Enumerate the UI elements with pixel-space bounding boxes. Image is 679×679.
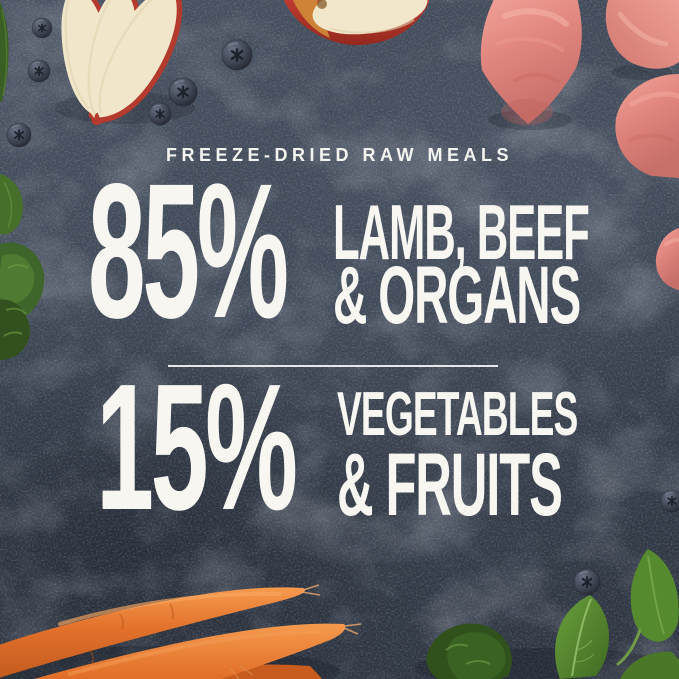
carrots	[0, 584, 362, 679]
percent-15-value: 15%	[96, 347, 298, 548]
meat-line-2: & ORGANS	[333, 255, 679, 337]
section-divider	[168, 365, 498, 367]
spinach-bottom-right	[415, 549, 679, 679]
meat-line-1-text: LAMB, BEEF	[333, 188, 590, 276]
apple-slices	[52, 0, 195, 131]
veg-line-2: & FRUITS	[337, 440, 679, 529]
percent-15: 15%	[96, 358, 438, 538]
blueberry-bottom-right	[572, 567, 602, 597]
percent-85: 85%	[88, 155, 454, 347]
header-title: FREEZE-DRIED RAW MEALS	[0, 146, 679, 164]
veg-line-1: VEGETABLES	[337, 384, 679, 446]
veg-line-2-text: & FRUITS	[337, 434, 563, 534]
meat-line-1: LAMB, BEEF	[333, 193, 679, 271]
header-title-text: FREEZE-DRIED RAW MEALS	[165, 145, 513, 165]
meat-chunk-large	[480, 0, 582, 130]
meat-line-2-text: & ORGANS	[333, 250, 581, 341]
meat-chunks-right	[605, 0, 679, 178]
spinach-left	[0, 174, 45, 360]
spinach-leaf-top-left	[0, 2, 9, 102]
veg-line-1-text: VEGETABLES	[337, 380, 578, 449]
cut-apple	[284, 0, 429, 46]
percent-85-value: 85%	[88, 143, 289, 358]
